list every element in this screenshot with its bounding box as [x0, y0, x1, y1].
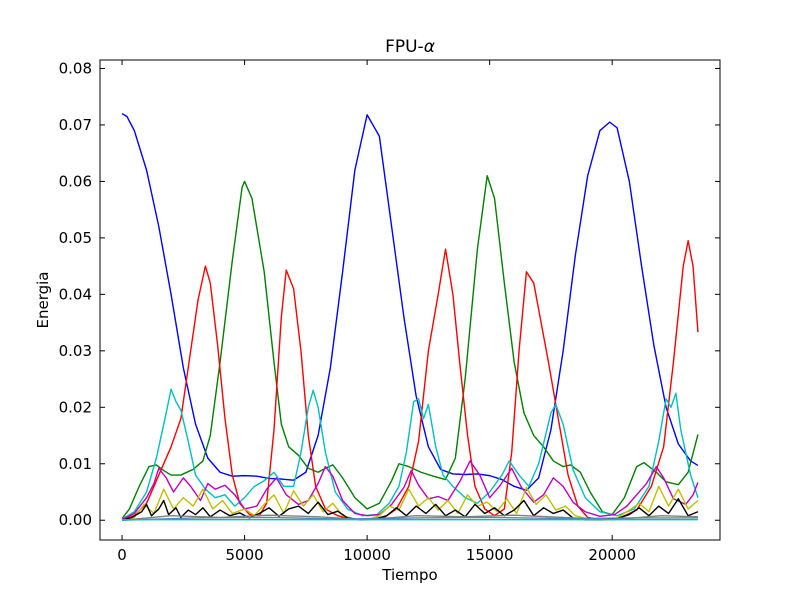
- plot-frame: [99, 59, 721, 541]
- x-tick-label: 5000: [225, 546, 263, 564]
- x-axis-label: Tiempo: [381, 566, 437, 584]
- y-tick-label: 0.06: [59, 172, 92, 190]
- y-tick-label: 0.08: [59, 59, 92, 77]
- series-line-2: [121, 175, 699, 519]
- y-tick-label: 0.02: [59, 398, 92, 416]
- plot-background: [100, 60, 720, 540]
- y-tick-label: 0.05: [59, 229, 92, 247]
- series-layer: [121, 113, 699, 521]
- series-line-1: [121, 113, 699, 492]
- x-tick-label: 20000: [588, 546, 636, 564]
- ticks-layer: 0 5000 10000 15000 20000 0.00 0.01 0.02 0.03 0.04…: [59, 59, 720, 564]
- x-tick-label: 0: [117, 546, 127, 564]
- chart-title: FPU-α: [385, 37, 435, 57]
- series-line-4: [121, 388, 699, 520]
- y-tick-label: 0.07: [59, 116, 92, 134]
- x-tick-label: 15000: [466, 546, 514, 564]
- y-tick-label: 0.01: [59, 455, 92, 473]
- plot-area: 0 5000 10000 15000 20000 0.00 0.01 0.02 0.03 0.04…: [59, 59, 721, 564]
- y-tick-label: 0.00: [59, 511, 92, 529]
- series-line-3: [121, 240, 699, 521]
- series-line-5: [121, 460, 699, 521]
- y-tick-label: 0.04: [59, 285, 92, 303]
- series-line-9: [122, 516, 698, 521]
- y-tick-label: 0.03: [59, 342, 92, 360]
- x-tick-label: 10000: [343, 546, 391, 564]
- y-axis-label: Energia: [34, 272, 52, 329]
